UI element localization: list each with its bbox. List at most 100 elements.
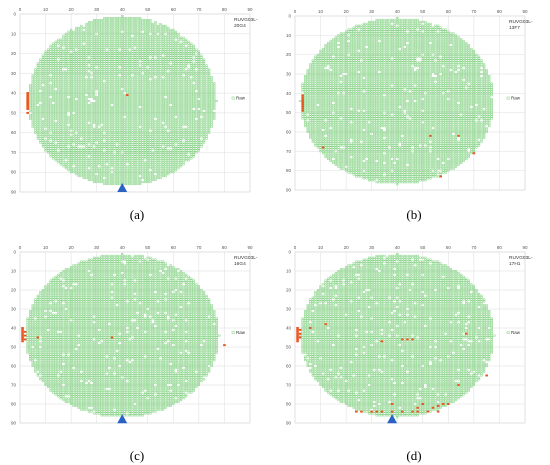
pass-die (192, 100, 195, 102)
pass-die (82, 113, 86, 116)
pass-die (108, 30, 111, 33)
pass-die (154, 86, 157, 89)
pass-die (141, 32, 144, 35)
pass-die (64, 123, 68, 126)
pass-die (179, 44, 183, 47)
pass-die (141, 52, 144, 55)
pass-die (113, 62, 116, 65)
pass-die (87, 68, 91, 71)
pass-die (49, 58, 52, 61)
x-tick-label: 20 (69, 7, 75, 12)
pass-die (141, 100, 144, 102)
pass-die (210, 125, 213, 128)
pass-die (138, 86, 142, 89)
pass-die (192, 52, 195, 55)
pass-die (75, 107, 78, 110)
pass-die (156, 26, 160, 29)
caption-a: (a) (129, 207, 145, 222)
pass-die (69, 66, 73, 69)
pass-die (123, 86, 126, 89)
pass-die (31, 102, 34, 104)
pass-die (69, 106, 73, 108)
pass-die (110, 127, 114, 130)
pass-die (187, 44, 190, 47)
pass-die (161, 46, 165, 49)
pass-die (123, 58, 126, 61)
pass-die (87, 109, 91, 112)
pass-die (167, 100, 170, 102)
pass-die (100, 78, 103, 81)
pass-die (87, 127, 91, 130)
pass-die (49, 70, 52, 73)
pass-die (39, 62, 42, 65)
pass-die (154, 100, 157, 102)
pass-die (159, 107, 162, 110)
pass-die (72, 86, 75, 89)
pass-die (105, 70, 109, 73)
pass-die (115, 86, 119, 89)
pass-die (164, 107, 167, 110)
pass-die (118, 46, 121, 49)
pass-die (207, 104, 211, 106)
pass-die (113, 32, 116, 35)
pass-die (44, 125, 47, 128)
pass-die (128, 64, 132, 67)
pass-die (64, 34, 68, 37)
pass-die (44, 90, 47, 93)
pass-die (182, 66, 185, 69)
pass-die (174, 46, 178, 49)
pass-die (121, 32, 124, 35)
pass-die (110, 70, 114, 73)
pass-die (80, 32, 83, 35)
pass-die (115, 72, 119, 75)
pass-die (69, 127, 73, 130)
pass-die (159, 109, 162, 112)
pass-die (144, 102, 147, 104)
pass-die (100, 92, 103, 95)
pass-die (105, 119, 109, 122)
pass-die (67, 74, 70, 77)
pass-die (67, 121, 70, 124)
pass-die (177, 48, 180, 51)
pass-die (133, 48, 137, 51)
pass-die (172, 62, 175, 65)
pass-die (146, 88, 149, 91)
pass-die (159, 119, 162, 122)
pass-die (92, 119, 96, 122)
pass-die (174, 80, 178, 83)
pass-die (156, 96, 160, 99)
pass-die (75, 32, 78, 35)
pass-die (164, 70, 167, 73)
pass-die (144, 94, 147, 97)
pass-die (141, 60, 144, 63)
pass-die (67, 127, 70, 130)
pass-die (90, 20, 93, 23)
pass-die (64, 76, 68, 79)
pass-die (131, 104, 134, 106)
pass-die (64, 62, 68, 65)
pass-die (72, 113, 75, 116)
pass-die (138, 109, 142, 112)
pass-die (52, 117, 55, 120)
pass-die (200, 88, 203, 91)
pass-die (154, 82, 157, 85)
y-tick-label: 50 (11, 110, 17, 115)
pass-die (149, 54, 152, 57)
pass-die (138, 90, 142, 93)
pass-die (110, 18, 114, 21)
pass-die (123, 102, 126, 104)
pass-die (136, 82, 139, 85)
pass-dies (29, 15, 218, 188)
pass-die (98, 74, 101, 77)
fail-die (26, 111, 29, 114)
pass-die (98, 46, 101, 49)
pass-die (108, 98, 111, 100)
pass-die (154, 84, 157, 87)
pass-die (110, 44, 114, 47)
pass-die (205, 80, 208, 83)
pass-die (46, 80, 50, 83)
pass-die (113, 26, 116, 29)
pass-die (62, 70, 65, 73)
pass-die (95, 36, 98, 39)
pass-die (57, 50, 60, 53)
